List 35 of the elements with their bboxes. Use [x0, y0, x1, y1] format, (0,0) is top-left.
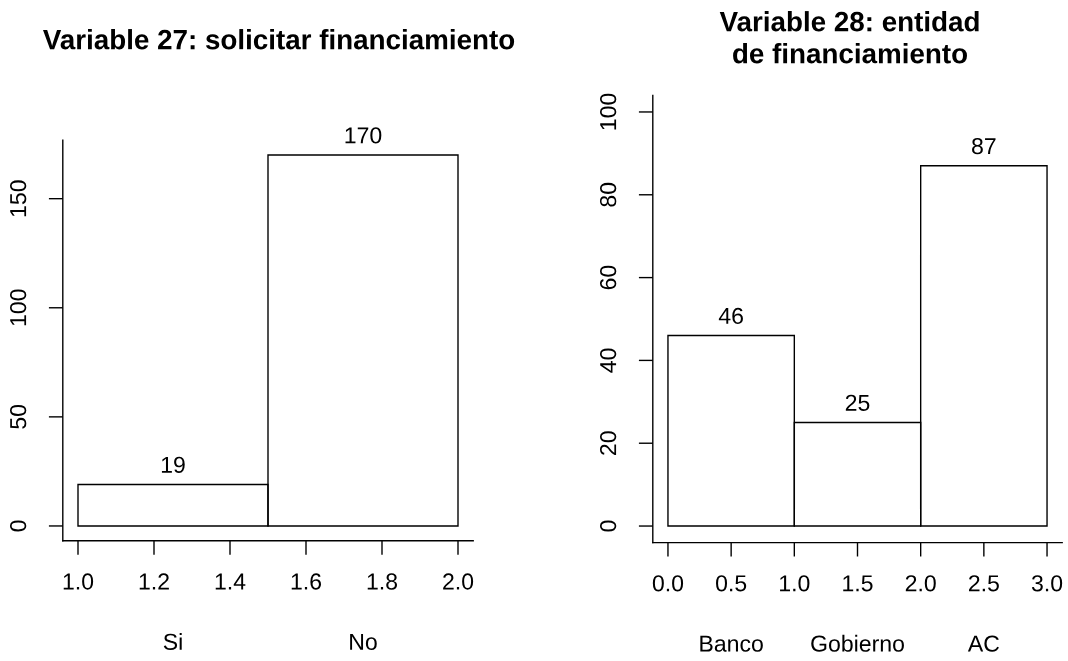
- y-tick-label: 0: [599, 520, 617, 532]
- text: AC: [967, 635, 999, 652]
- x-tick-label: 1.8: [367, 573, 398, 590]
- y-tick-label: 100: [9, 289, 27, 326]
- y-tick-label: 100: [599, 93, 617, 130]
- x-tick-label: 2.0: [905, 575, 936, 592]
- chart-title: Variable 28: entidad de financiamiento: [719, 11, 979, 64]
- x-tick-label: 1.0: [780, 575, 810, 592]
- text: Gobierno: [811, 634, 904, 652]
- text: No: [350, 633, 377, 650]
- y-tick-label: 0: [9, 520, 27, 532]
- x-tick-label: 0.0: [652, 575, 684, 592]
- data-label: 25: [845, 394, 870, 412]
- x-tick-label: 1.2: [139, 573, 169, 590]
- x-tick-label: 1.0: [63, 573, 94, 590]
- y-tick-label: 80: [599, 182, 617, 207]
- x-tick-label: 1.5: [843, 575, 873, 592]
- data-label: 170: [345, 127, 382, 144]
- x-tick-label: 2.0: [443, 573, 474, 590]
- x-tick-label: 2.5: [968, 575, 999, 592]
- chart-title: Variable 27: solicitar financiamiento: [43, 29, 515, 50]
- text: Si: [163, 633, 182, 650]
- data-label: 87: [972, 137, 996, 155]
- x-tick-label: 3.0: [1031, 575, 1063, 592]
- data-label: 46: [718, 307, 743, 325]
- y-tick-label: 40: [599, 348, 617, 373]
- y-tick-label: 60: [599, 265, 617, 290]
- y-tick-label: 20: [599, 431, 617, 455]
- x-tick-label: 1.4: [215, 573, 246, 590]
- data-label: 19: [161, 456, 185, 473]
- x-tick-label: 0.5: [716, 575, 747, 592]
- text: Banco: [700, 635, 763, 652]
- y-tick-label: 50: [9, 404, 27, 429]
- x-tick-label: 1.6: [291, 573, 322, 590]
- y-tick-label: 150: [9, 180, 27, 217]
